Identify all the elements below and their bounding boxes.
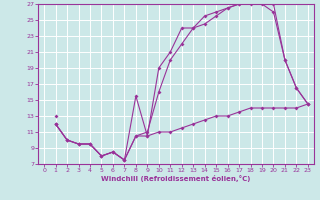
- X-axis label: Windchill (Refroidissement éolien,°C): Windchill (Refroidissement éolien,°C): [101, 175, 251, 182]
